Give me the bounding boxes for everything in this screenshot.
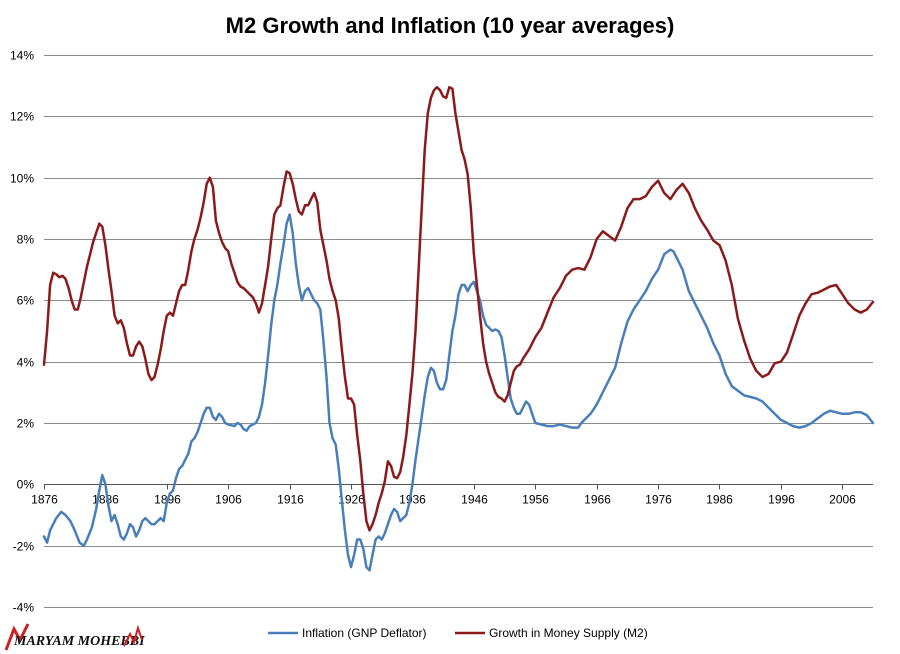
legend: Inflation (GNP Deflator) Growth in Money… [268, 626, 648, 640]
x-tick-label-13: 2006 [829, 493, 856, 507]
y-tick-label-4: 4% [17, 356, 35, 370]
y-tick-label-5: 6% [17, 294, 35, 308]
watermark: MARYAM MOHEBBI [4, 623, 145, 651]
x-tick-label-6: 1936 [399, 493, 426, 507]
y-tick-label-9: 14% [10, 49, 34, 63]
y-tick-label-8: 12% [10, 110, 34, 124]
x-tick-label-0: 1876 [31, 493, 58, 507]
x-tick-label-11: 1986 [706, 493, 733, 507]
y-tick-label-6: 8% [17, 233, 35, 247]
y-tick-label-0: -4% [13, 601, 35, 615]
y-tick-label-2: 0% [17, 478, 35, 492]
legend-label-inflation: Inflation (GNP Deflator) [302, 626, 427, 640]
series-line-0 [42, 213, 875, 572]
legend-label-m2: Growth in Money Supply (M2) [489, 626, 648, 640]
x-tick-labels: 1876 1886 1896 1906 1916 1926 1936 1946 1956 1966… [31, 493, 856, 507]
series-line-1 [42, 85, 875, 532]
x-tick-label-9: 1966 [584, 493, 611, 507]
y-tick-label-1: -2% [13, 540, 35, 554]
chart-title: M2 Growth and Inflation (10 year average… [226, 13, 675, 38]
y-tick-labels: -4% -2% 0% 2% 4% 6% 8% 10% 12% 14% [10, 49, 34, 615]
watermark-zigzag-icon [123, 624, 143, 647]
x-tick-label-7: 1946 [461, 493, 488, 507]
x-tick-label-3: 1906 [215, 493, 242, 507]
x-tick-label-4: 1916 [277, 493, 304, 507]
watermark-swoosh-icon [4, 623, 30, 651]
x-tick-label-5: 1926 [338, 493, 365, 507]
watermark-text: MARYAM MOHEBBI [13, 634, 145, 649]
x-tick-label-10: 1976 [645, 493, 672, 507]
y-tick-label-7: 10% [10, 172, 34, 186]
y-tick-label-3: 2% [17, 417, 35, 431]
x-tick-label-8: 1956 [522, 493, 549, 507]
x-tick-label-12: 1996 [768, 493, 795, 507]
series-lines [42, 85, 875, 572]
